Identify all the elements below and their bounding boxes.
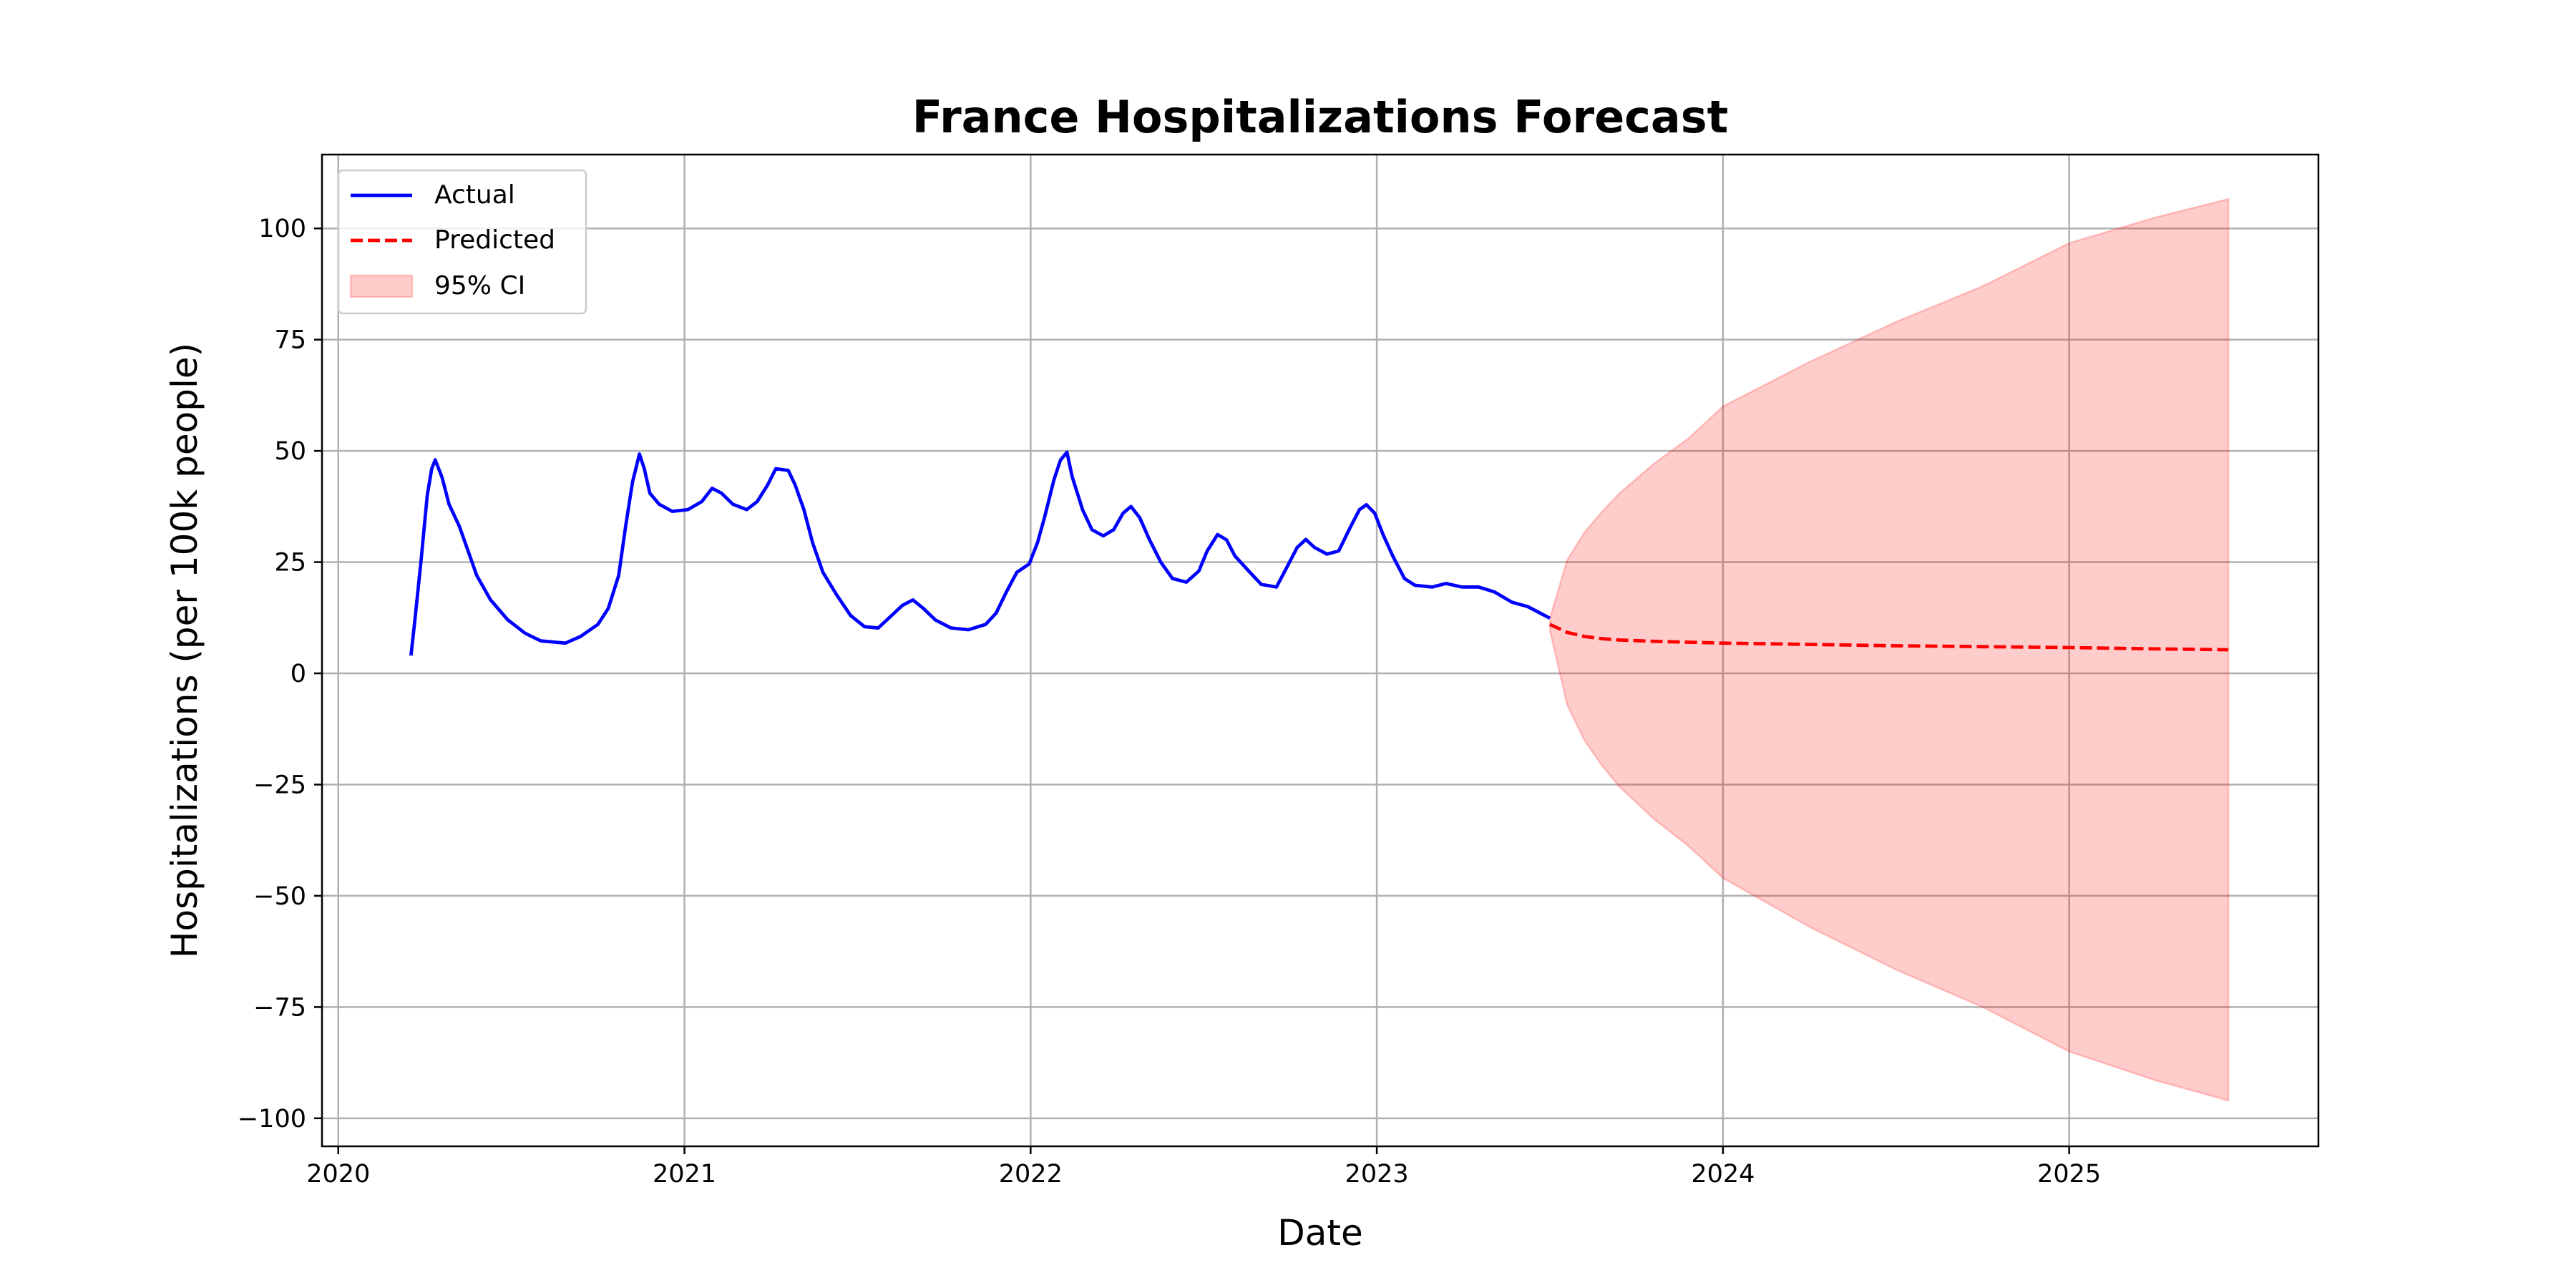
grid — [322, 155, 2318, 1146]
legend: Actual Predicted 95% CI — [337, 169, 587, 315]
chart-title: France Hospitalizations Forecast — [912, 91, 1729, 143]
predicted-line — [1549, 623, 2229, 652]
ticks: 2020 2021 2022 2023 2024 2025 −100 −75 −50 −25 0 25… — [238, 215, 2101, 1189]
y-tick-label: −75 — [253, 993, 306, 1022]
series-layer — [409, 450, 2229, 656]
y-tick-label: 75 — [274, 326, 306, 355]
y-tick-label: −50 — [253, 882, 306, 911]
legend-box — [337, 169, 587, 315]
x-tick-label: 2021 — [653, 1160, 716, 1189]
x-axis-label: Date — [1277, 1212, 1363, 1254]
actual-line — [409, 450, 1551, 656]
confidence-band-layer — [1548, 197, 2230, 1102]
confidence-band — [1548, 197, 2230, 1102]
legend-predicted-label: Predicted — [434, 225, 555, 255]
y-tick-label: 25 — [274, 549, 306, 577]
x-tick-label: 2023 — [1345, 1160, 1409, 1189]
x-tick-label: 2022 — [999, 1160, 1063, 1189]
y-tick-label: 100 — [258, 215, 306, 243]
legend-actual-label: Actual — [434, 180, 515, 210]
y-tick-label: −25 — [253, 771, 306, 799]
x-tick-label: 2025 — [2037, 1160, 2101, 1189]
y-tick-label: 0 — [291, 660, 306, 688]
y-tick-label: 50 — [274, 437, 306, 466]
y-axis-label: Hospitalizations (per 100k people) — [164, 343, 205, 958]
legend-ci-swatch — [349, 274, 414, 298]
axes-frame — [321, 153, 2320, 1148]
legend-ci-label: 95% CI — [434, 271, 525, 301]
x-tick-label: 2024 — [1691, 1160, 1755, 1189]
x-tick-label: 2020 — [306, 1160, 370, 1189]
y-tick-label: −100 — [238, 1105, 306, 1133]
